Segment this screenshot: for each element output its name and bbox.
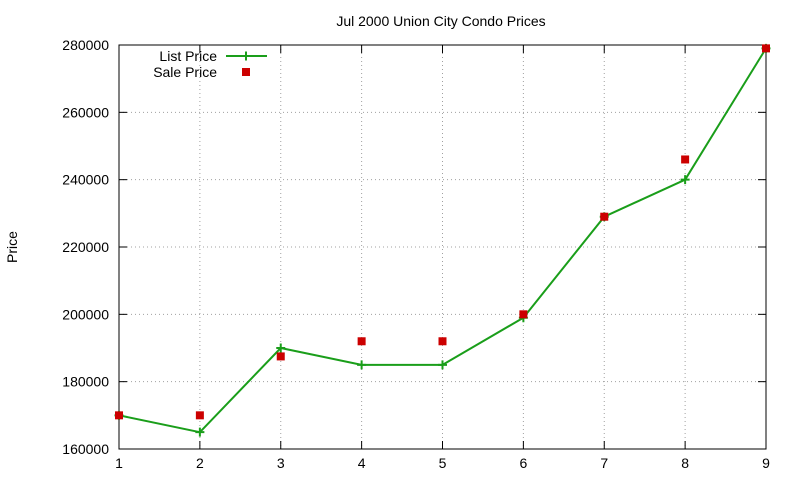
x-tick-label: 1 (115, 455, 123, 471)
x-tick-label: 2 (196, 455, 204, 471)
series-layer (114, 43, 771, 437)
x-tick-label: 3 (277, 455, 285, 471)
data-point (195, 411, 204, 420)
grid-lines (119, 45, 766, 449)
legend-label: Sale Price (153, 64, 217, 80)
data-point (680, 175, 690, 185)
y-tick-label: 240000 (62, 172, 109, 188)
y-tick-label: 180000 (62, 374, 109, 390)
plot-frame (118, 44, 767, 450)
y-axis-label: Price (4, 231, 20, 263)
data-point (357, 360, 367, 370)
y-tick-labels: 160000 180000 200000 220000 240000 260000 2800… (62, 37, 109, 457)
data-point (519, 310, 528, 319)
data-point (276, 352, 285, 361)
legend-marker (242, 68, 250, 76)
series-1 (115, 44, 770, 420)
data-point (600, 212, 609, 221)
data-point (195, 427, 205, 437)
x-tick-label: 8 (681, 455, 689, 471)
chart-title: Jul 2000 Union City Condo Prices (336, 13, 545, 29)
data-point (438, 360, 447, 370)
data-point (115, 411, 123, 420)
x-tick-labels: 1 2 3 4 5 6 7 8 9 (115, 455, 770, 471)
data-point (276, 343, 286, 353)
x-tick-label: 4 (358, 455, 366, 471)
legend-label: List Price (159, 48, 217, 64)
x-tick-label: 5 (439, 455, 447, 471)
x-tick-label: 6 (519, 455, 527, 471)
data-point (681, 155, 690, 164)
data-point (357, 337, 366, 346)
x-tick-label: 7 (600, 455, 608, 471)
legend-marker (241, 51, 251, 61)
data-point (438, 337, 447, 346)
data-point (762, 44, 770, 53)
y-tick-label: 280000 (62, 37, 109, 53)
y-tick-label: 200000 (62, 306, 109, 322)
y-tick-label: 160000 (62, 441, 109, 457)
y-tick-label: 260000 (62, 104, 109, 120)
y-tick-label: 220000 (62, 239, 109, 255)
x-tick-label: 9 (762, 455, 770, 471)
